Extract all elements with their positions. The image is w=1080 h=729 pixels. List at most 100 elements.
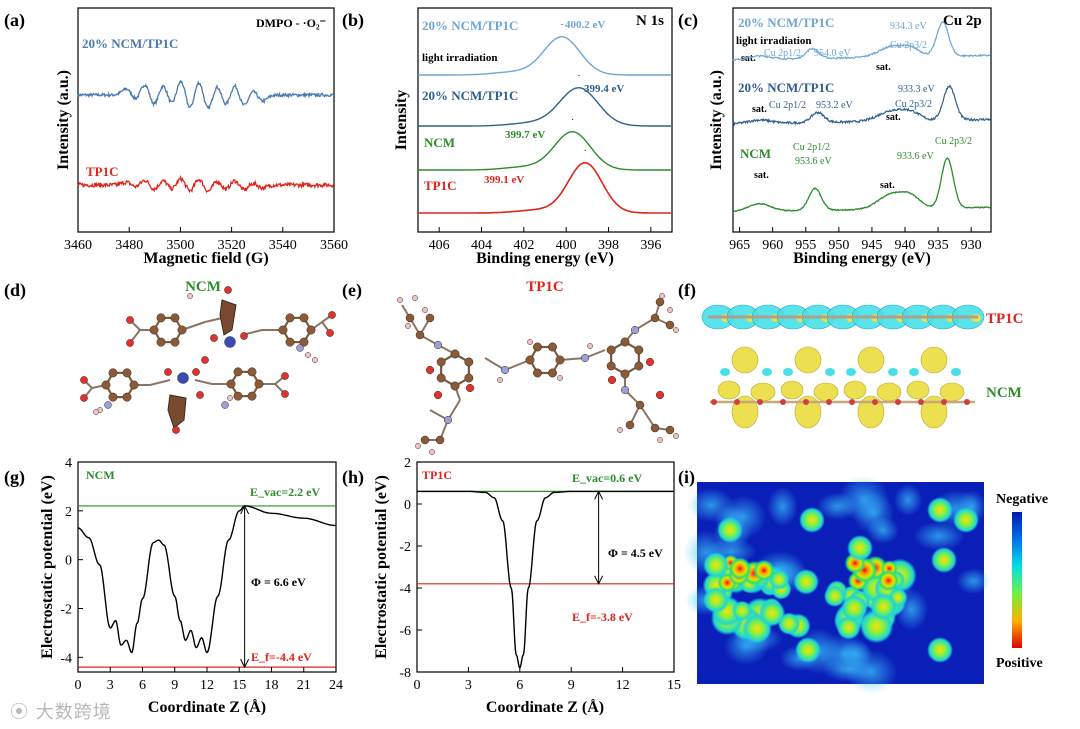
charge-depletion-lobe bbox=[909, 368, 919, 376]
ncm-atom bbox=[711, 399, 717, 405]
atom bbox=[126, 339, 134, 347]
xps-trace-c2 bbox=[732, 84, 991, 127]
atom bbox=[328, 311, 336, 319]
g-y-tick-label: 4 bbox=[65, 456, 72, 471]
g-y-tick-label: 2 bbox=[65, 505, 72, 520]
dmpo-tag: DMPO - ·O₂⁻ bbox=[256, 16, 326, 30]
layer-label-tp1c: TP1C bbox=[986, 311, 1024, 327]
atom bbox=[233, 391, 243, 401]
n1s-tag: N 1s bbox=[636, 13, 664, 29]
cu-p32-energy-c3: 933.6 eV bbox=[897, 151, 934, 162]
esp-background-blob bbox=[956, 568, 991, 594]
trace-label-b2: 20% NCM/TP1C bbox=[422, 88, 518, 103]
x-axis-ticks-a: 3460 3480 3500 3520 3540 3560 bbox=[64, 227, 348, 253]
arrow-head bbox=[240, 504, 250, 515]
ef-label-g: E_f=-4.4 eV bbox=[251, 650, 312, 664]
atom bbox=[625, 420, 635, 430]
trace-label-c3: NCM bbox=[740, 146, 771, 161]
bond bbox=[245, 329, 263, 335]
electrostatic-potential-map bbox=[683, 475, 991, 694]
h-x-tick-label: 3 bbox=[465, 678, 472, 693]
legend-negative: Negative bbox=[996, 492, 1048, 507]
esp-warm-spot bbox=[927, 497, 953, 523]
axis-ticks-g: 0 3 6 9 12 15 18 21 24 4 2 0 -2 -4 bbox=[60, 456, 343, 693]
h-x-tick-label: 9 bbox=[568, 678, 575, 693]
x-axis-ticks-b: ˙ ˙ ˙ ˙ 406 404 402 400 398 396 bbox=[429, 23, 662, 253]
phi-label-g: Φ = 6.6 eV bbox=[251, 575, 306, 589]
atom bbox=[645, 357, 655, 367]
panel-h: (h) TP1C E_vac=0.6 eV E_f=-3.8 eV Φ = 4.… bbox=[342, 456, 681, 716]
panel-label-a: (a) bbox=[4, 10, 25, 31]
xps-trace-c1 bbox=[732, 20, 991, 61]
esp-warm-spot bbox=[870, 593, 898, 621]
esp-warm-spot bbox=[799, 507, 825, 533]
esp-warm-spot bbox=[927, 637, 953, 663]
atom bbox=[525, 355, 535, 365]
peak-marker: ˙ bbox=[571, 118, 574, 129]
bond bbox=[639, 404, 656, 429]
peak-label-b4: 399.1 eV bbox=[484, 174, 524, 186]
c-tick-label: 965 bbox=[729, 238, 750, 253]
bond bbox=[149, 379, 171, 386]
b-tick-label: 396 bbox=[640, 238, 661, 253]
h-x-tick-label: 12 bbox=[616, 678, 630, 693]
esp-warm-spot bbox=[847, 535, 873, 561]
atom bbox=[548, 368, 557, 378]
charge-accumulation-lobe bbox=[843, 380, 867, 400]
esp-warm-spot bbox=[732, 600, 753, 622]
atom bbox=[557, 375, 563, 381]
charge-accumulation-lobe bbox=[717, 380, 741, 400]
panel-label-b: (b) bbox=[342, 10, 364, 31]
ncm-atom bbox=[964, 399, 970, 405]
y-axis-label-h: Electrostatic potential (eV) bbox=[373, 475, 390, 659]
peak-marker: ˙ bbox=[584, 149, 587, 160]
structure-title-tp1c: TP1C bbox=[526, 279, 564, 295]
charge-accumulation-lobe bbox=[906, 380, 930, 400]
atom bbox=[281, 372, 289, 380]
atom bbox=[187, 293, 193, 299]
atom bbox=[673, 327, 679, 333]
b-tick-label: 400 bbox=[556, 238, 577, 253]
atom bbox=[533, 342, 542, 352]
cu-p32-label-c3: Cu 2p3/2 bbox=[935, 136, 972, 147]
atom bbox=[164, 368, 172, 376]
legend-positive: Positive bbox=[996, 656, 1043, 671]
c-tick-label: 930 bbox=[961, 238, 982, 253]
atom bbox=[285, 337, 295, 347]
atom bbox=[104, 401, 112, 409]
plot-tag-h: TP1C bbox=[422, 468, 452, 482]
x-axis-ticks-c: 965 960 955 950 945 940 935 930 bbox=[729, 227, 982, 253]
esp-warm-spot bbox=[836, 615, 861, 640]
peak-label-b2: 399.4 eV bbox=[584, 83, 624, 95]
atom bbox=[650, 313, 660, 323]
atom bbox=[436, 357, 446, 367]
panel-label-d: (d) bbox=[4, 280, 26, 301]
h-y-tick-label: -6 bbox=[399, 624, 411, 639]
atom bbox=[500, 365, 510, 375]
g-x-tick-label: 18 bbox=[265, 678, 279, 693]
atom bbox=[634, 361, 644, 371]
atom bbox=[650, 423, 660, 433]
g-x-tick-label: 12 bbox=[200, 678, 214, 693]
trace-label-b3: NCM bbox=[424, 135, 455, 150]
b-tick-label: 398 bbox=[598, 238, 619, 253]
atom bbox=[617, 427, 623, 433]
atom bbox=[210, 334, 218, 342]
atom bbox=[80, 394, 88, 402]
panel-label-i: (i) bbox=[678, 467, 695, 488]
atom bbox=[425, 365, 435, 375]
atom bbox=[170, 313, 180, 323]
panel-e: (e) TP1C bbox=[342, 279, 679, 455]
atom bbox=[620, 337, 630, 347]
a-tick-label: 3520 bbox=[218, 238, 246, 253]
esp-warm-spot bbox=[795, 637, 821, 663]
ncm-atom bbox=[941, 399, 947, 405]
b-tick-label: 402 bbox=[513, 238, 534, 253]
esp-warm-spot bbox=[717, 517, 743, 543]
evac-label-h: E_vac=0.6 eV bbox=[572, 471, 642, 485]
trace-label-tp1c: TP1C bbox=[86, 164, 119, 179]
atom bbox=[240, 332, 248, 340]
atom bbox=[326, 329, 334, 337]
charge-depletion-lobe bbox=[783, 368, 793, 376]
atom bbox=[405, 323, 411, 329]
